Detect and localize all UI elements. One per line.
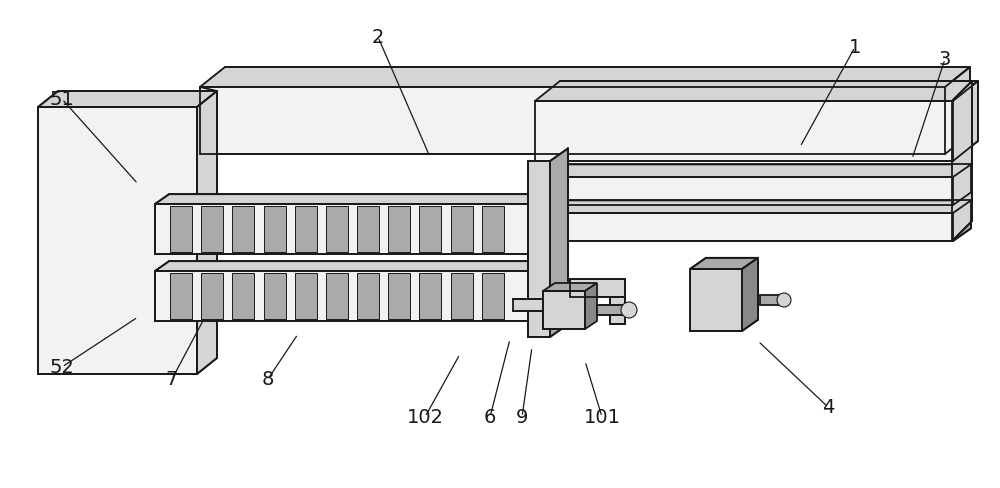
Polygon shape [535, 102, 953, 162]
Polygon shape [326, 273, 348, 319]
Polygon shape [419, 273, 441, 319]
Polygon shape [537, 201, 971, 214]
Text: 9: 9 [516, 407, 528, 427]
Polygon shape [537, 165, 971, 178]
Polygon shape [690, 269, 742, 331]
Polygon shape [295, 273, 317, 319]
Text: 2: 2 [372, 28, 384, 47]
Polygon shape [742, 258, 758, 331]
Polygon shape [201, 273, 223, 319]
Text: 3: 3 [939, 50, 951, 69]
Polygon shape [419, 206, 441, 252]
Polygon shape [357, 273, 379, 319]
Polygon shape [170, 273, 192, 319]
Polygon shape [953, 165, 971, 205]
Polygon shape [513, 299, 568, 311]
Polygon shape [945, 68, 970, 155]
Text: 8: 8 [262, 370, 274, 389]
Polygon shape [232, 206, 254, 252]
Polygon shape [201, 206, 223, 252]
Polygon shape [388, 273, 410, 319]
Polygon shape [537, 214, 953, 242]
Polygon shape [543, 284, 597, 291]
Text: 102: 102 [407, 407, 444, 427]
Polygon shape [451, 206, 473, 252]
Polygon shape [326, 206, 348, 252]
Polygon shape [232, 273, 254, 319]
Polygon shape [610, 297, 625, 325]
Text: 6: 6 [484, 407, 496, 427]
Polygon shape [760, 295, 782, 305]
Polygon shape [451, 273, 473, 319]
Polygon shape [264, 206, 286, 252]
Polygon shape [200, 88, 945, 155]
Polygon shape [155, 271, 528, 321]
Polygon shape [535, 82, 978, 102]
Polygon shape [952, 82, 972, 242]
Polygon shape [482, 273, 504, 319]
Polygon shape [597, 305, 627, 315]
Polygon shape [155, 204, 528, 254]
Polygon shape [38, 108, 197, 374]
Polygon shape [528, 162, 550, 337]
Polygon shape [155, 195, 542, 204]
Polygon shape [570, 280, 625, 297]
Polygon shape [388, 206, 410, 252]
Polygon shape [170, 206, 192, 252]
Polygon shape [482, 206, 504, 252]
Polygon shape [357, 206, 379, 252]
Polygon shape [38, 92, 217, 108]
Polygon shape [585, 284, 597, 329]
Polygon shape [953, 82, 978, 162]
Circle shape [777, 293, 791, 307]
Polygon shape [953, 201, 971, 242]
Text: 101: 101 [584, 407, 620, 427]
Polygon shape [197, 92, 217, 374]
Polygon shape [200, 68, 970, 88]
Text: 1: 1 [849, 39, 861, 58]
Circle shape [621, 303, 637, 318]
Polygon shape [543, 291, 585, 329]
Text: 7: 7 [166, 370, 178, 389]
Polygon shape [550, 149, 568, 337]
Polygon shape [264, 273, 286, 319]
Polygon shape [690, 258, 758, 269]
Polygon shape [155, 262, 542, 271]
Text: 4: 4 [822, 398, 834, 417]
Text: 51: 51 [50, 90, 74, 109]
Polygon shape [537, 178, 953, 205]
Polygon shape [295, 206, 317, 252]
Text: 52: 52 [50, 358, 74, 377]
